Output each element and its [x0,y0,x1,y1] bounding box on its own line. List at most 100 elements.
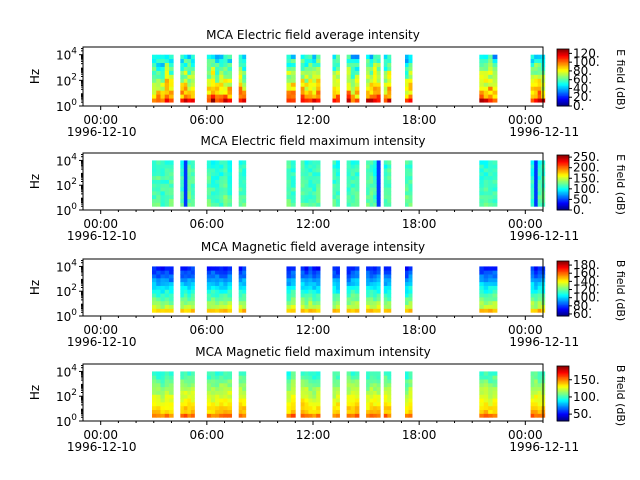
heatmap-cell [483,413,489,418]
heatmap-cell [156,70,161,75]
heatmap-cell [227,90,233,95]
heatmap-cell [387,281,392,286]
colorbar-segment [557,381,569,384]
data-block [300,54,321,103]
heatmap-cell [369,179,374,184]
heatmap-cell [160,293,166,298]
colorbar-segment [557,160,569,163]
heatmap-cell [180,300,185,306]
heatmap-cell [366,78,371,83]
heatmap-cell [354,402,360,407]
colorbar-segment [557,163,569,166]
heatmap-cell [187,398,192,403]
heatmap-cell [242,160,247,165]
heatmap-cell [238,379,243,384]
heatmap-cell [492,398,498,403]
colorbar-segment [557,164,569,167]
heatmap-cell [223,274,228,279]
heatmap-cell [336,160,340,165]
heatmap-cell [238,266,243,271]
heatmap-cell [168,191,174,196]
heatmap-cell [152,94,157,99]
heatmap-cell [164,285,170,290]
x-tick-label: 06:00 [190,217,225,231]
heatmap-cell [534,187,539,192]
heatmap-cell [286,70,292,75]
heatmap-cell [383,86,388,91]
heatmap-cell [206,270,212,275]
heatmap-cell [537,394,542,399]
colorbar-segment [557,291,569,294]
heatmap-cell [210,171,216,177]
heatmap-cell [483,198,489,203]
heatmap-cell [215,194,220,200]
heatmap-cell [227,66,233,71]
x-tick-label: 12:00 [296,113,331,127]
heatmap-cell [223,90,228,95]
heatmap-cell [312,194,317,200]
heatmap-cell [300,413,305,418]
heatmap-cell [373,54,378,60]
heatmap-cell [187,98,192,103]
heatmap-cell [383,66,388,71]
heatmap-cell [227,160,233,165]
heatmap-cell [210,82,216,87]
heatmap-cell [160,175,166,180]
heatmap-cell [405,405,409,411]
heatmap-cell [187,405,192,411]
heatmap-cell [187,300,192,306]
x-tick-label: 06:00 [190,323,225,337]
heatmap-cell [206,266,212,271]
heatmap-cell [537,402,542,407]
heatmap-cell [354,289,360,294]
heatmap-cell [369,187,374,192]
colorbar-segment [557,314,569,317]
heatmap-cell [215,300,220,306]
heatmap-cell [492,58,498,63]
heatmap-cell [408,405,413,411]
heatmap-cell [300,394,305,399]
heatmap-cell [408,70,413,75]
heatmap-cell [336,94,340,99]
heatmap-cell [408,285,413,290]
heatmap-cell [336,168,340,173]
heatmap-cell [238,270,243,275]
heatmap-cell [534,281,539,286]
heatmap-cell [488,386,493,391]
heatmap-cell [227,402,233,407]
heatmap-cell [290,274,296,279]
heatmap-cell [308,386,313,391]
colorbar-segment [557,193,569,196]
heatmap-cell [316,371,321,376]
heatmap-cell [387,74,392,79]
heatmap-cell [152,164,157,169]
heatmap-cell [227,405,233,411]
heatmap-cell [405,179,409,184]
colorbar-segment [557,401,569,404]
heatmap-cell [164,409,170,414]
heatmap-cell [492,390,498,395]
heatmap-cell [238,413,243,418]
heatmap-cell [405,270,409,275]
colorbar-segment [557,393,569,396]
heatmap-cell [183,191,188,196]
heatmap-cell [312,74,317,79]
heatmap-cell [530,187,535,192]
heatmap-cell [238,62,243,67]
heatmap-cell [215,66,220,71]
heatmap-cell [300,62,305,67]
heatmap-cell [387,300,392,306]
heatmap-cell [350,390,356,395]
heatmap-cell [183,58,188,63]
heatmap-cell [168,54,174,60]
heatmap-cell [286,168,292,173]
heatmap-cell [286,289,292,294]
heatmap-cell [312,171,317,177]
colorbar-segment [557,156,569,159]
colorbar-segment [557,310,569,313]
heatmap-cell [488,398,493,403]
heatmap-cell [483,90,489,95]
heatmap-cell [537,285,542,290]
heatmap-cell [242,94,247,99]
heatmap-cell [387,375,392,380]
